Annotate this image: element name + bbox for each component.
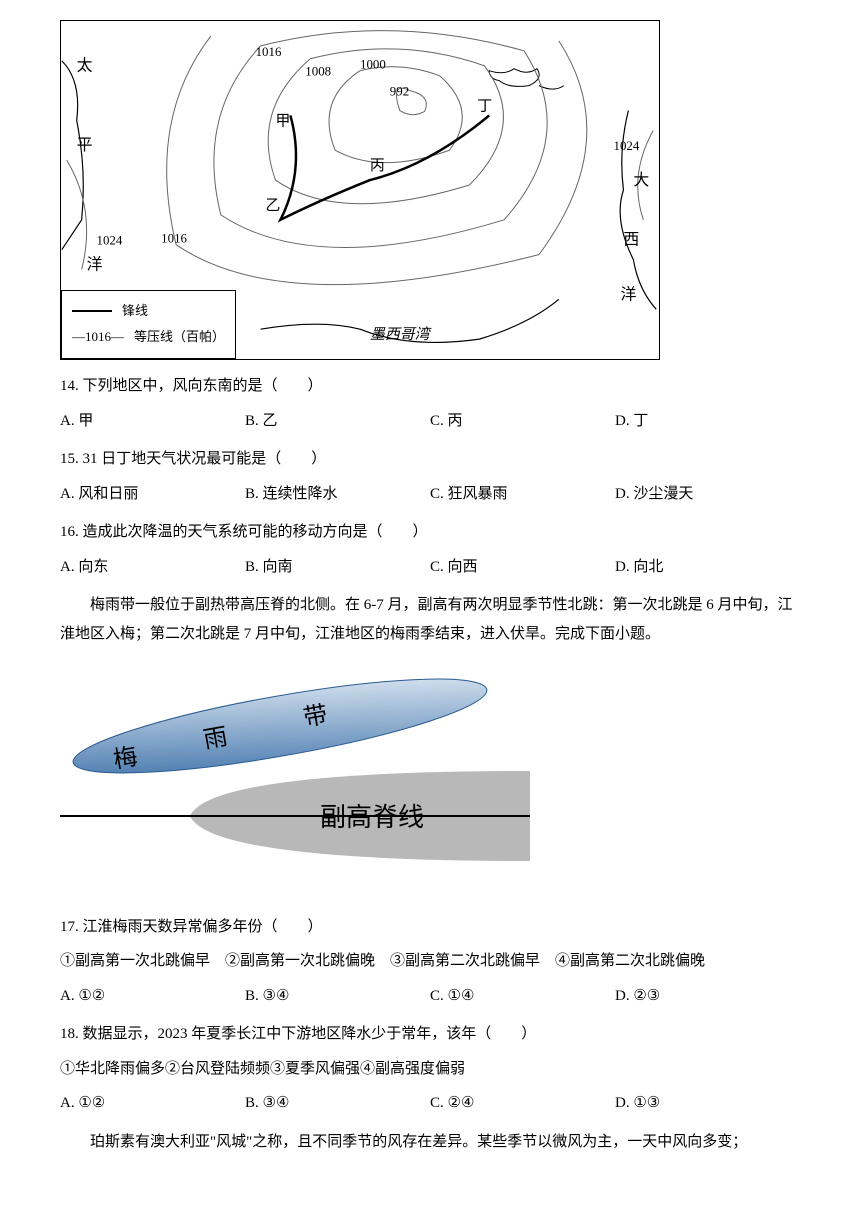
q16-option-c: C. 向西 xyxy=(430,553,615,582)
gulf-label: 墨西哥湾 xyxy=(370,326,433,343)
isobar-992-label: 992 xyxy=(390,84,409,99)
q16-stem: 16. 造成此次降温的天气系统可能的移动方向是（ ） xyxy=(60,518,800,547)
meiyu-char-1: 梅 xyxy=(111,743,139,774)
atlantic-char-2: 西 xyxy=(623,232,639,249)
point-ding: 丁 xyxy=(477,98,492,114)
q17-options: A. ①② B. ③④ C. ①④ D. ②③ xyxy=(60,982,800,1011)
q14-option-c: C. 丙 xyxy=(430,407,615,436)
passage-meiyu: 梅雨带一般位于副热带高压脊的北侧。在 6-7 月，副高有两次明显季节性北跳：第一… xyxy=(60,591,800,648)
q18-option-b: B. ③④ xyxy=(245,1089,430,1118)
isobar-1008-label: 1008 xyxy=(305,64,331,79)
meiyu-diagram: 梅 雨 带 副高脊线 xyxy=(60,666,530,886)
q18-option-d: D. ①③ xyxy=(615,1089,800,1118)
q18-sub: ①华北降雨偏多②台风登陆频频③夏季风偏强④副高强度偏弱 xyxy=(60,1055,800,1084)
legend-front-symbol xyxy=(72,310,112,312)
q15-stem: 15. 31 日丁地天气状况最可能是（ ） xyxy=(60,445,800,474)
q14-stem: 14. 下列地区中，风向东南的是（ ） xyxy=(60,372,800,401)
q16-option-d: D. 向北 xyxy=(615,553,800,582)
legend-isobar-row: —1016— 等压线（百帕） xyxy=(72,325,225,350)
passage-perth: 珀斯素有澳大利亚"风城"之称，且不同季节的风存在差异。某些季节以微风为主，一天中… xyxy=(60,1128,800,1157)
isobar-1016-pacific: 1016 xyxy=(161,231,187,246)
atlantic-char-1: 大 xyxy=(633,171,649,189)
meiyu-char-3: 带 xyxy=(301,701,329,732)
q15-option-c: C. 狂风暴雨 xyxy=(430,480,615,509)
q17-option-c: C. ①④ xyxy=(430,982,615,1011)
legend-front-label: 锋线 xyxy=(122,299,148,324)
q17-option-a: A. ①② xyxy=(60,982,245,1011)
q16-options: A. 向东 B. 向南 C. 向西 D. 向北 xyxy=(60,553,800,582)
q17-sub: ①副高第一次北跳偏早 ②副高第一次北跳偏晚 ③副高第二次北跳偏早 ④副高第二次北… xyxy=(60,947,800,976)
legend-isobar-label: 等压线（百帕） xyxy=(134,325,225,350)
q15-options: A. 风和日丽 B. 连续性降水 C. 狂风暴雨 D. 沙尘漫天 xyxy=(60,480,800,509)
q14-options: A. 甲 B. 乙 C. 丙 D. 丁 xyxy=(60,407,800,436)
legend-front-row: 锋线 xyxy=(72,299,225,324)
q17-stem: 17. 江淮梅雨天数异常偏多年份（ ） xyxy=(60,913,800,942)
isobar-1024-pacific: 1024 xyxy=(97,233,123,248)
atlantic-char-3: 洋 xyxy=(620,285,636,303)
q14-option-d: D. 丁 xyxy=(615,407,800,436)
legend-isobar-symbol: —1016— xyxy=(72,325,124,350)
q18-option-a: A. ①② xyxy=(60,1089,245,1118)
weather-map-figure: 1016 1008 1000 992 1024 1016 1024 甲 乙 丙 … xyxy=(60,20,660,360)
pacific-char-1: 太 xyxy=(77,57,93,75)
meiyu-char-2: 雨 xyxy=(202,724,230,754)
map-legend: 锋线 —1016— 等压线（百帕） xyxy=(61,290,236,359)
point-bing: 丙 xyxy=(370,158,385,174)
q15-option-b: B. 连续性降水 xyxy=(245,480,430,509)
pacific-char-3: 洋 xyxy=(87,256,103,274)
q18-stem: 18. 数据显示，2023 年夏季长江中下游地区降水少于常年，该年（ ） xyxy=(60,1020,800,1049)
q17-option-d: D. ②③ xyxy=(615,982,800,1011)
point-yi: 乙 xyxy=(266,198,281,214)
ridge-label: 副高脊线 xyxy=(320,803,424,832)
isobar-1000-label: 1000 xyxy=(360,57,386,72)
q14-option-a: A. 甲 xyxy=(60,407,245,436)
point-jia: 甲 xyxy=(276,113,291,129)
isobar-1024-atlantic: 1024 xyxy=(614,138,640,153)
q15-option-d: D. 沙尘漫天 xyxy=(615,480,800,509)
q14-option-b: B. 乙 xyxy=(245,407,430,436)
isobar-1016-label: 1016 xyxy=(256,44,282,59)
q18-option-c: C. ②④ xyxy=(430,1089,615,1118)
q18-options: A. ①② B. ③④ C. ②④ D. ①③ xyxy=(60,1089,800,1118)
q17-option-b: B. ③④ xyxy=(245,982,430,1011)
q16-option-b: B. 向南 xyxy=(245,553,430,582)
q15-option-a: A. 风和日丽 xyxy=(60,480,245,509)
q16-option-a: A. 向东 xyxy=(60,553,245,582)
pacific-char-2: 平 xyxy=(77,137,93,154)
